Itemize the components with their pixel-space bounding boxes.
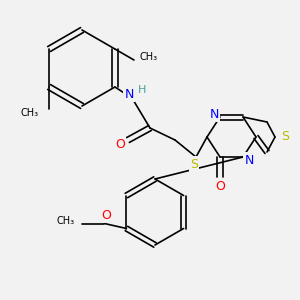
Text: N: N bbox=[244, 154, 254, 166]
Text: CH₃: CH₃ bbox=[21, 108, 39, 118]
Text: N: N bbox=[209, 107, 219, 121]
Text: S: S bbox=[190, 158, 198, 170]
Text: O: O bbox=[115, 137, 125, 151]
Text: CH₃: CH₃ bbox=[140, 52, 158, 62]
Text: O: O bbox=[215, 181, 225, 194]
Text: H: H bbox=[138, 85, 146, 95]
Text: S: S bbox=[281, 130, 289, 143]
Text: N: N bbox=[124, 88, 134, 100]
Text: O: O bbox=[101, 209, 111, 222]
Text: CH₃: CH₃ bbox=[56, 215, 74, 226]
